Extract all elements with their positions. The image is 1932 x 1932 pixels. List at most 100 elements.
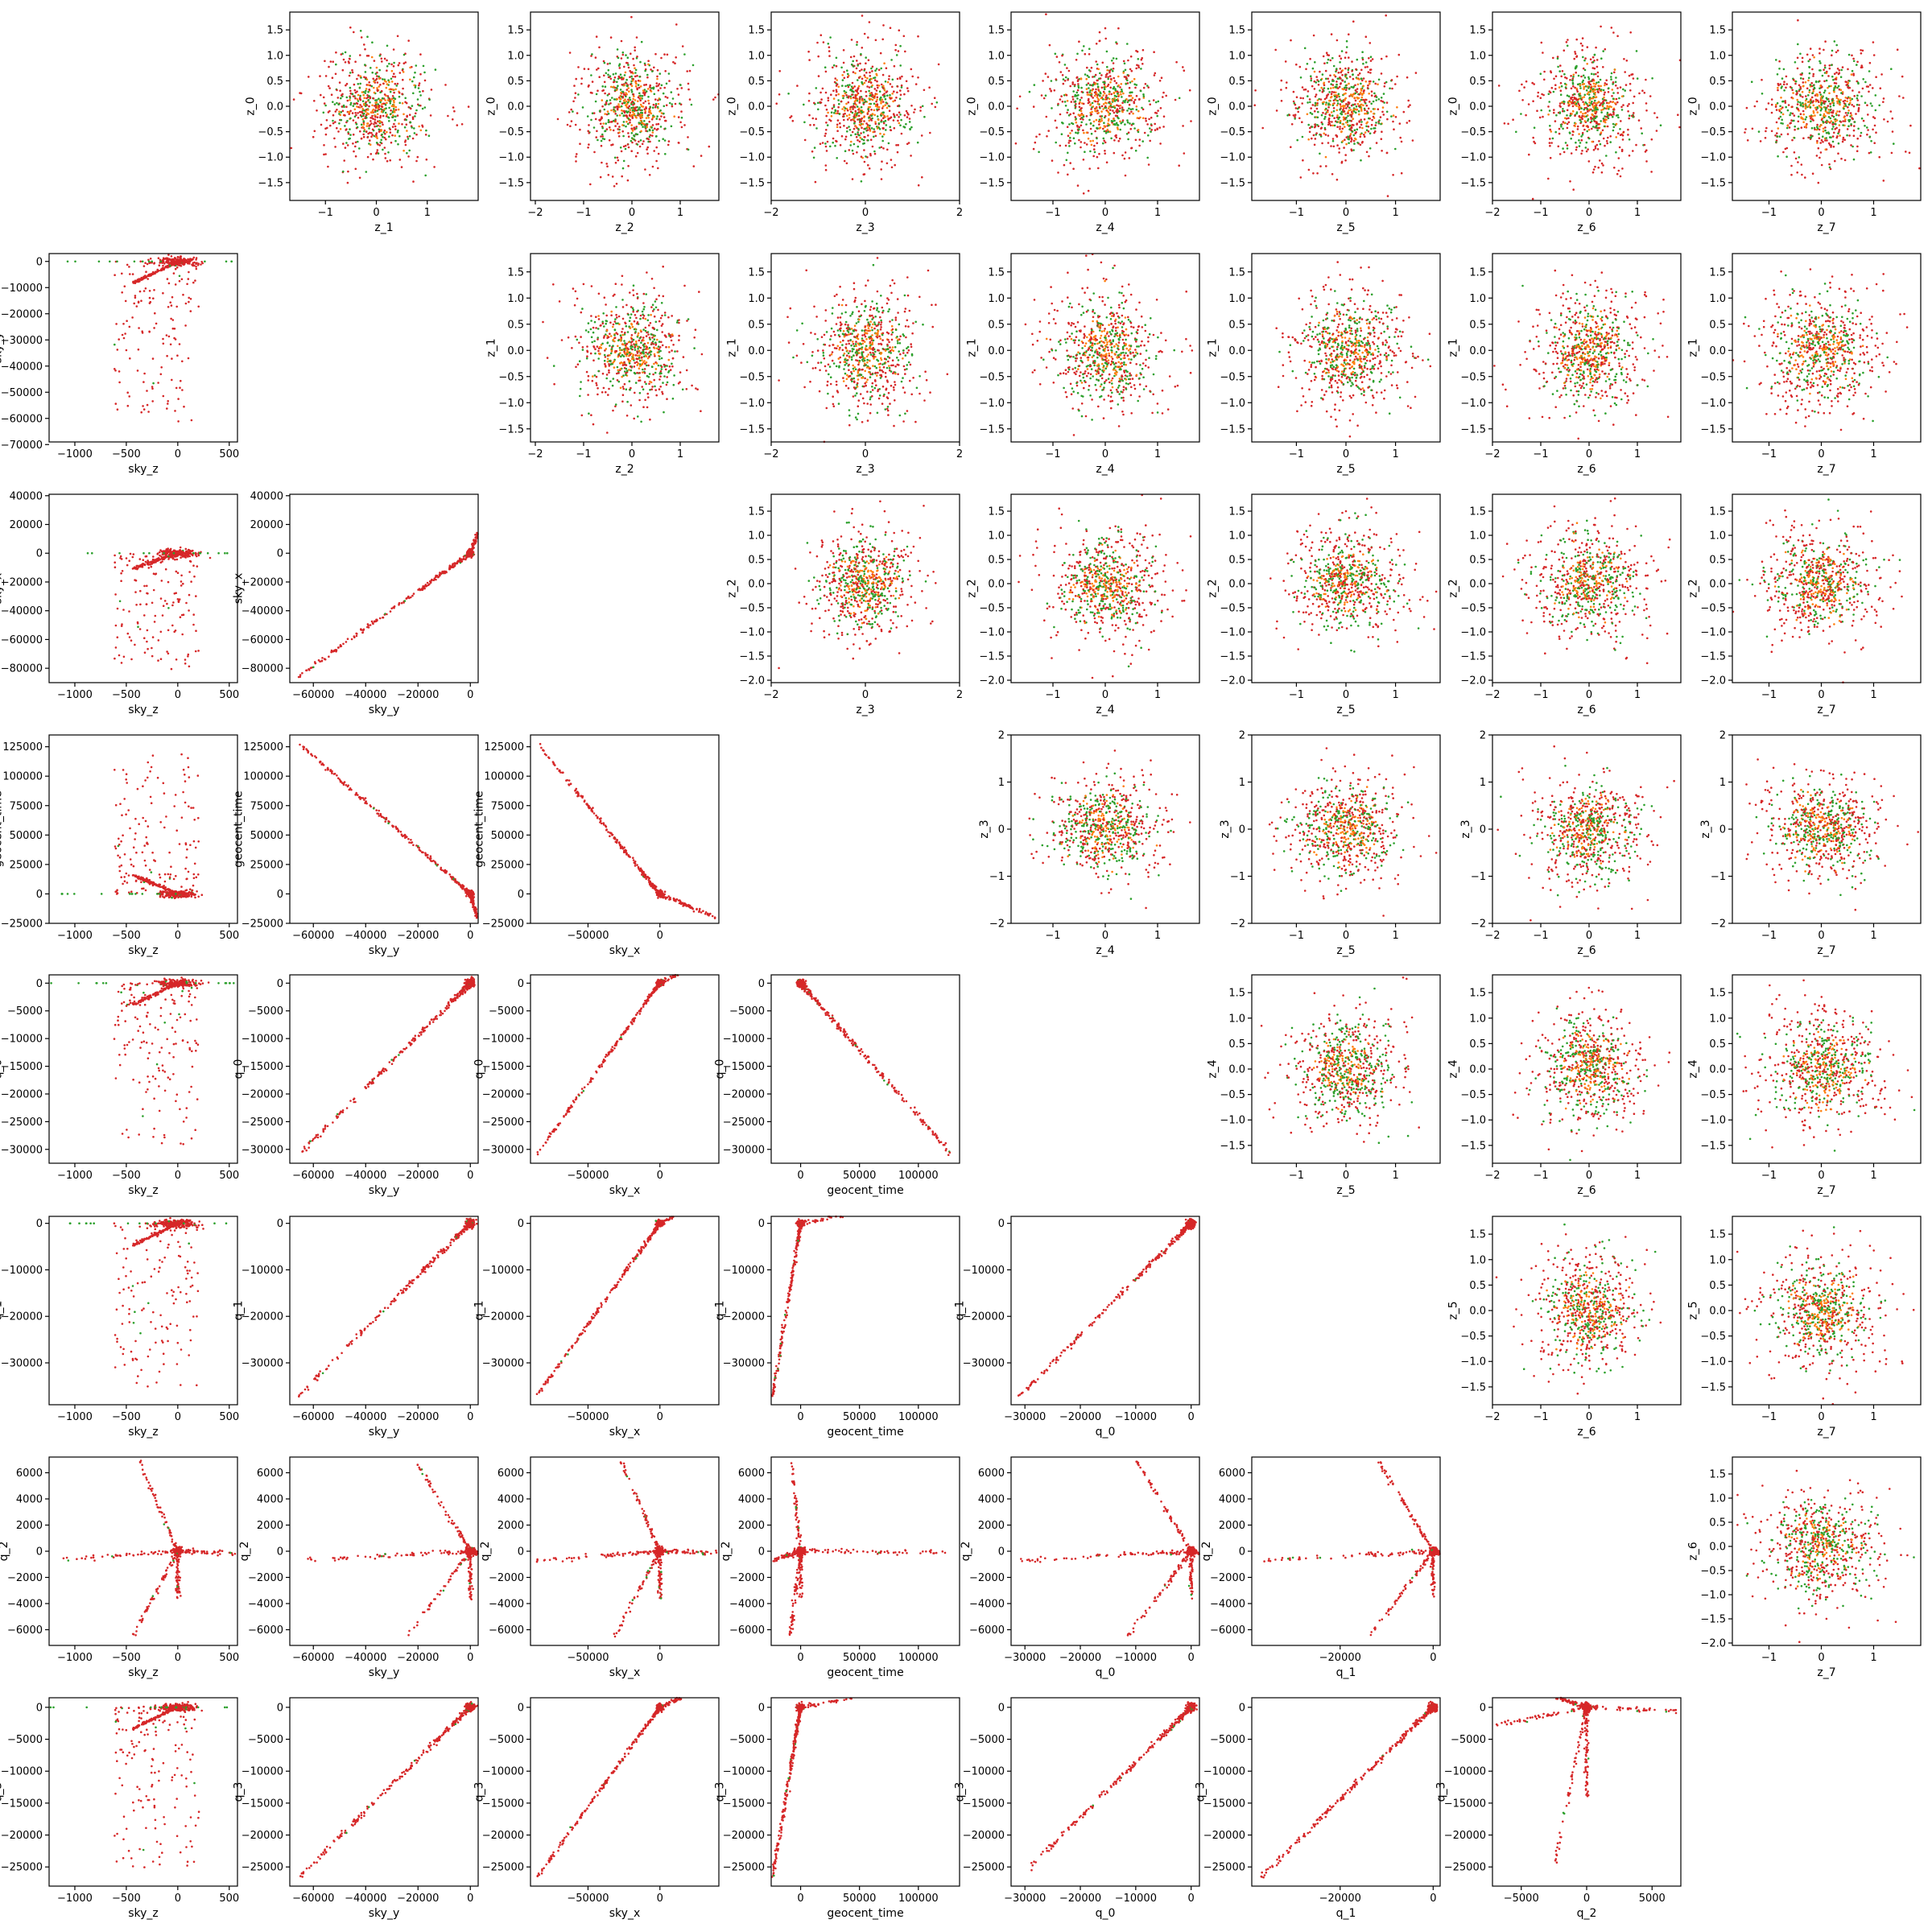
data-point — [446, 1007, 448, 1009]
y-tick-label: 40000 — [250, 490, 283, 502]
data-point — [473, 540, 477, 543]
data-point — [171, 319, 175, 321]
data-point — [919, 1119, 922, 1121]
data-point — [815, 1000, 818, 1002]
data-point — [188, 262, 191, 265]
data-point — [664, 980, 667, 983]
data-point — [118, 654, 121, 657]
y-tick-label: 75000 — [491, 800, 524, 812]
data-point — [867, 1055, 870, 1059]
data-point — [188, 665, 191, 668]
data-point — [125, 778, 127, 781]
data-point — [933, 1133, 936, 1136]
data-point — [355, 791, 358, 795]
data-point — [567, 1107, 570, 1109]
data-point — [128, 1003, 130, 1006]
data-point — [190, 419, 193, 422]
data-point — [162, 605, 165, 607]
data-point — [133, 996, 135, 999]
data-point — [310, 753, 312, 755]
data-point — [126, 632, 130, 635]
axes-frame — [48, 493, 238, 683]
data-point — [367, 1085, 369, 1088]
data-point — [167, 629, 170, 632]
data-point — [97, 260, 101, 263]
data-point — [155, 1063, 159, 1066]
data-point — [168, 1078, 171, 1080]
data-point — [390, 1059, 393, 1061]
data-point — [657, 897, 659, 899]
data-point — [178, 343, 181, 345]
data-point — [122, 983, 126, 986]
data-point — [225, 260, 228, 263]
data-point — [174, 558, 176, 561]
data-point — [116, 607, 119, 610]
data-point — [833, 1019, 836, 1022]
data-point — [350, 788, 353, 791]
data-point — [171, 891, 173, 894]
data-point — [196, 1043, 200, 1046]
data-point — [177, 264, 180, 266]
data-point — [698, 910, 700, 913]
data-point — [682, 905, 684, 907]
data-point — [171, 378, 173, 382]
data-point — [130, 863, 133, 866]
data-point — [188, 1046, 191, 1050]
data-point — [475, 914, 477, 916]
data-point — [143, 1003, 147, 1006]
data-point — [421, 587, 424, 589]
data-point — [464, 558, 467, 561]
data-point — [132, 874, 135, 877]
data-point — [147, 880, 150, 882]
data-point — [195, 266, 197, 268]
data-point — [473, 984, 476, 987]
data-point — [161, 558, 164, 560]
data-point — [157, 1028, 159, 1031]
data-point — [321, 657, 324, 659]
data-point — [121, 623, 123, 625]
data-point — [163, 873, 167, 876]
data-point — [172, 984, 175, 987]
data-point — [175, 570, 178, 573]
data-point — [837, 1026, 840, 1029]
data-point — [471, 900, 474, 903]
data-point — [195, 267, 198, 270]
data-point — [159, 549, 162, 551]
data-point — [861, 1051, 864, 1054]
data-point — [143, 998, 147, 1001]
y-tick-label: 125000 — [2, 741, 43, 753]
data-point — [379, 814, 382, 817]
data-point — [860, 1048, 863, 1051]
data-point — [827, 1013, 829, 1017]
data-point — [134, 279, 137, 283]
data-point — [123, 285, 126, 288]
data-point — [470, 980, 473, 983]
data-point — [303, 1146, 306, 1148]
data-point — [151, 1075, 155, 1078]
data-point — [190, 1137, 193, 1140]
data-point — [152, 555, 155, 558]
data-point — [373, 620, 376, 623]
data-point — [184, 551, 186, 555]
data-point — [148, 869, 151, 871]
data-point — [126, 404, 130, 407]
y-tick-label: −25000 — [242, 1117, 283, 1129]
data-point — [456, 995, 460, 997]
data-point — [902, 1100, 906, 1103]
data-point — [451, 877, 453, 879]
data-point — [194, 551, 197, 555]
data-point — [188, 555, 191, 558]
y-tick-label: −15000 — [1, 1061, 43, 1073]
data-point — [165, 985, 168, 987]
data-point — [193, 819, 196, 821]
data-point — [114, 890, 117, 893]
data-point — [133, 1000, 136, 1003]
panel-sky_y-vs-sky_z: −1000 −500 0 500−70000−60000−50000−40000−30… — [0, 253, 239, 476]
data-point — [125, 349, 128, 352]
data-point — [580, 1088, 584, 1090]
data-point — [177, 891, 180, 894]
data-point — [921, 1119, 924, 1121]
data-point — [180, 816, 184, 819]
x-axis-label: sky_x — [609, 944, 640, 957]
data-point — [174, 267, 177, 270]
